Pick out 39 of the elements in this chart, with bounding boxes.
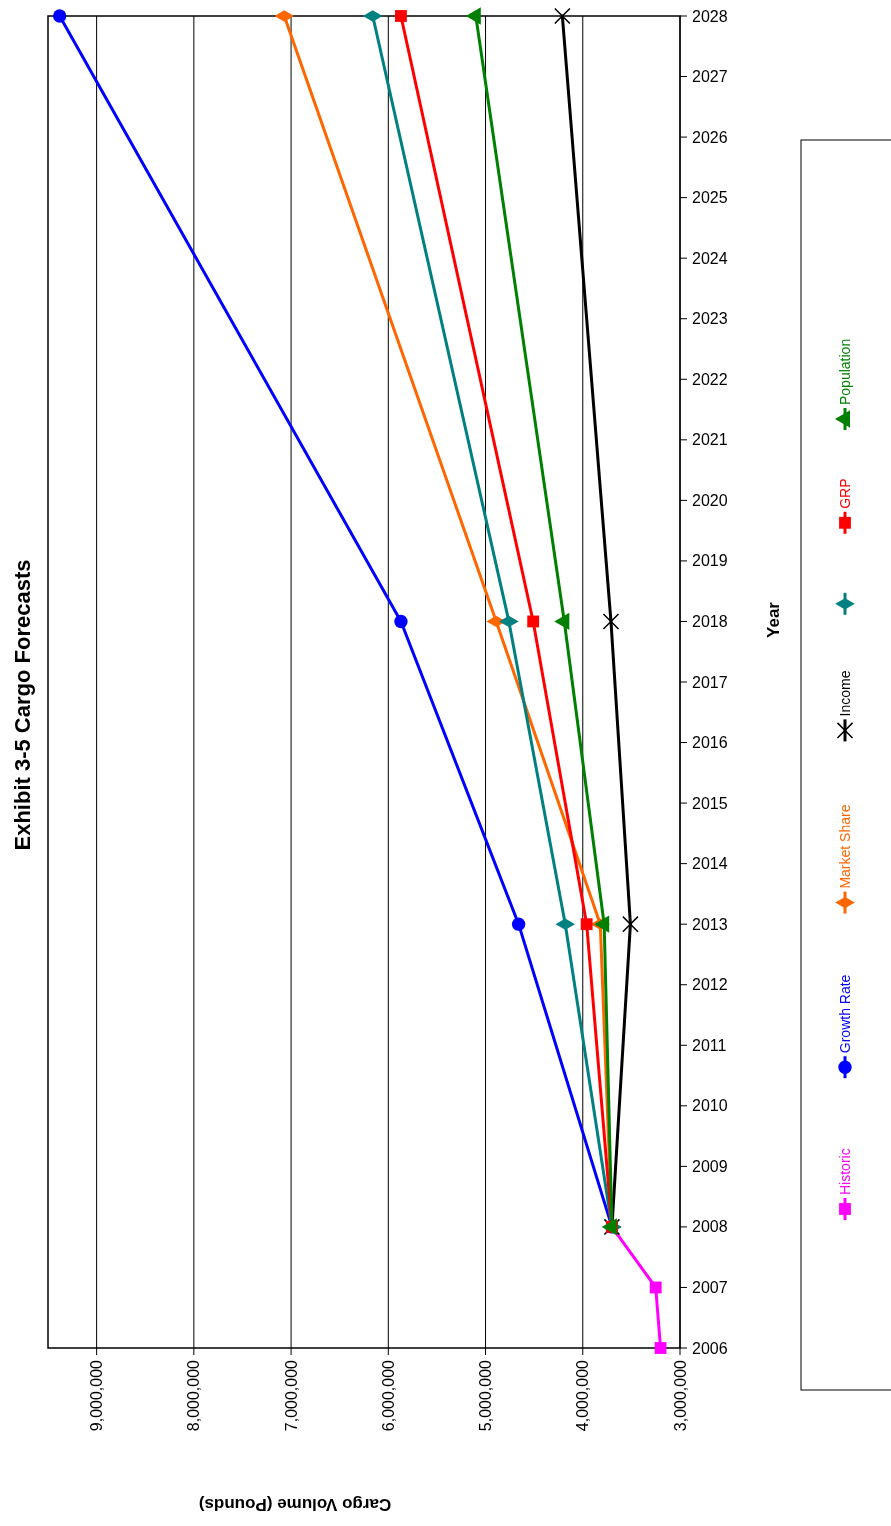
y-tick-label: 2017: [692, 673, 728, 691]
text: Income: [837, 670, 853, 717]
y-tick-label: 2014: [692, 855, 728, 873]
y-tick-label: 2021: [692, 431, 728, 449]
text: Exhibit 3-5 Cargo Forecasts: [9, 559, 35, 851]
y-tick-label: 2018: [692, 612, 728, 630]
text: GRP: [837, 478, 853, 509]
y-tick-label: 2010: [692, 1097, 728, 1115]
y-tick-label: 2008: [692, 1218, 728, 1236]
y-tick-label: 2020: [692, 491, 728, 509]
y-tick-label: 2015: [692, 794, 728, 812]
y-tick-label: 2007: [692, 1278, 728, 1296]
y-tick-label: 2022: [692, 370, 728, 388]
x-tick-label: 4,000,000: [574, 1359, 592, 1432]
y-tick-label: 2028: [692, 7, 728, 25]
y-tick-label: 2024: [692, 249, 728, 267]
y-tick-label: 2019: [692, 552, 728, 570]
x-axis-title: Cargo Volume (Pounds): [198, 1494, 392, 1514]
x-tick-label: 9,000,000: [88, 1359, 106, 1432]
text: Historic: [837, 1148, 853, 1195]
y-tick-label: 2027: [692, 68, 728, 86]
x-tick-label: 3,000,000: [671, 1359, 689, 1432]
y-tick-label: 2006: [692, 1339, 728, 1357]
x-tick-label: 8,000,000: [185, 1359, 203, 1432]
y-axis-title: Year: [763, 601, 783, 638]
y-tick-label: 2023: [692, 310, 728, 328]
text: Growth Rate: [837, 974, 853, 1054]
y-tick-label: 2016: [692, 734, 728, 752]
y-tick-label: 2011: [692, 1036, 727, 1054]
y-tick-label: 2009: [692, 1157, 728, 1175]
x-tick-label: 7,000,000: [282, 1359, 300, 1432]
text: Population: [837, 338, 853, 405]
x-tick-label: 5,000,000: [477, 1359, 495, 1432]
text: Market Share: [837, 804, 853, 889]
x-tick-label: 6,000,000: [379, 1359, 397, 1432]
y-tick-label: 2026: [692, 128, 728, 146]
y-tick-label: 2025: [692, 189, 728, 207]
y-tick-label: 2012: [692, 976, 728, 994]
y-tick-label: 2013: [692, 915, 728, 933]
